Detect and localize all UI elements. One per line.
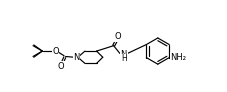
Text: H: H bbox=[121, 54, 127, 63]
Text: N: N bbox=[73, 53, 80, 62]
Text: N: N bbox=[121, 50, 127, 59]
Text: O: O bbox=[115, 32, 122, 41]
Text: O: O bbox=[52, 47, 59, 56]
Text: O: O bbox=[58, 62, 64, 71]
Text: NH₂: NH₂ bbox=[170, 53, 187, 62]
